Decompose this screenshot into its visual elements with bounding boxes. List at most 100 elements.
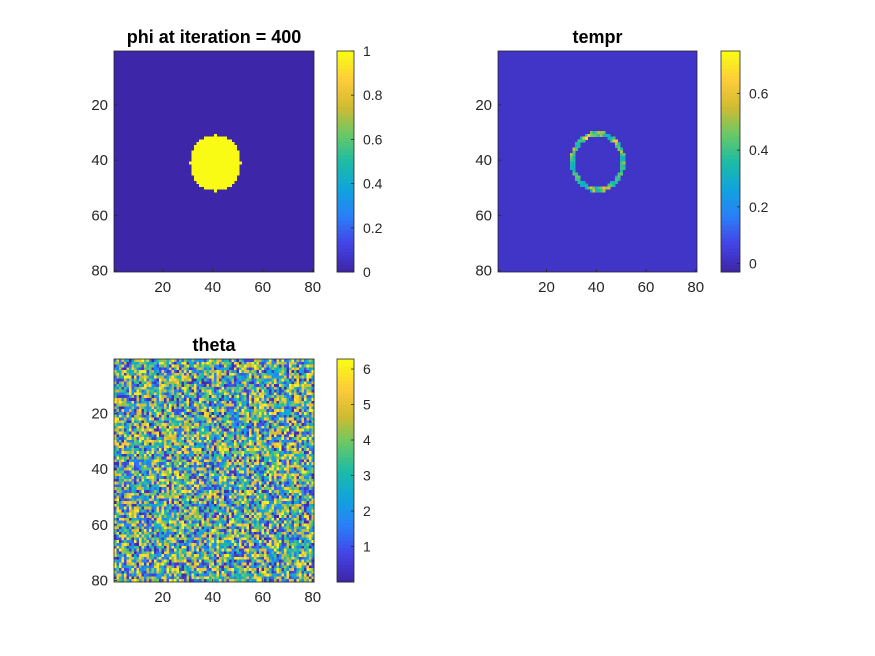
heatmap-cell [136,364,140,368]
heatmap-cell [261,361,265,365]
heatmap-cell [219,467,222,471]
heatmap-cell [144,439,147,444]
heatmap-cell [244,375,247,379]
heatmap-cell [114,367,117,371]
heatmap-cell [244,428,247,432]
heatmap-cell [191,378,195,382]
heatmap-cell [299,386,302,391]
heatmap-cell [186,509,190,513]
heatmap-cell [204,175,207,179]
heatmap-cell [136,400,140,404]
heatmap-cell [269,372,272,377]
heatmap-cell [231,495,235,499]
heatmap-cell [234,398,237,402]
heatmap-cell [116,492,120,496]
heatmap-cell [164,403,167,407]
heatmap-cell [149,456,152,460]
heatmap-cell [246,411,250,416]
heatmap-cell [226,492,230,496]
heatmap-cell [211,139,215,143]
heatmap-cell [221,484,225,488]
heatmap-cell [164,361,167,365]
heatmap-cell [249,395,252,399]
heatmap-cell [186,456,190,460]
heatmap-cell [189,478,192,483]
heatmap-cell [149,470,152,474]
heatmap-cell [261,359,265,363]
heatmap-cell [296,428,300,432]
heatmap-cell [274,456,277,460]
heatmap-cell [121,411,125,416]
heatmap-cell [146,439,150,444]
heatmap-cell [221,372,225,377]
heatmap-cell [236,453,240,457]
heatmap-cell [119,464,122,469]
heatmap-cell [221,434,225,438]
heatmap-cell [299,506,302,510]
heatmap-cell [271,437,275,441]
heatmap-cell [226,164,230,168]
heatmap-cell [577,139,581,143]
heatmap-cell [286,406,290,410]
heatmap-cell [186,378,190,382]
heatmap-cell [216,147,220,151]
heatmap-cell [126,464,130,469]
heatmap-cell [266,423,270,427]
heatmap-cell [179,481,182,485]
colorbar-segment [721,106,740,111]
heatmap-cell [249,375,252,379]
heatmap-cell [299,478,302,483]
heatmap-cell [284,384,287,388]
heatmap-cell [304,467,307,471]
heatmap-cell [602,186,606,190]
heatmap-cell [261,409,265,413]
heatmap-cell [266,501,270,505]
heatmap-cell [219,367,222,371]
heatmap-cell [174,456,177,460]
heatmap-cell [209,147,212,151]
heatmap-cell [171,503,175,508]
heatmap-cell [209,364,212,368]
heatmap-cell [161,492,165,496]
heatmap-cell [139,395,142,399]
heatmap-cell [229,400,232,404]
heatmap-cell [306,364,310,368]
heatmap-cell [151,467,155,471]
heatmap-cell [151,411,155,416]
heatmap-cell [306,437,310,441]
heatmap-cell [286,381,290,385]
heatmap-cell [284,481,287,485]
colorbar-segment [721,258,740,263]
heatmap-cell [151,431,155,435]
heatmap-cell [256,425,260,430]
heatmap-cell [154,495,157,499]
heatmap-cell [116,398,120,402]
heatmap-cell [114,364,117,368]
heatmap-cell [231,403,235,407]
heatmap-cell [214,501,217,505]
heatmap-cell [234,420,237,424]
heatmap-cell [311,395,315,399]
heatmap-cell [201,147,205,151]
heatmap-cell [219,164,222,168]
heatmap-cell [251,509,255,513]
heatmap-cell [221,492,225,496]
heatmap-cell [239,364,242,368]
heatmap-cell [269,392,272,396]
heatmap-cell [309,456,312,460]
heatmap-cell [266,503,270,508]
heatmap-cell [166,445,170,449]
heatmap-cell [291,417,295,421]
heatmap-cell [161,462,165,466]
heatmap-cell [249,467,252,471]
heatmap-cell [271,406,275,410]
heatmap-cell [266,400,270,404]
heatmap-cell [281,434,285,438]
heatmap-cell [306,420,310,424]
heatmap-cell [246,437,250,441]
heatmap-cell [231,503,235,508]
heatmap-cell [204,498,207,502]
heatmap-cell [129,409,132,413]
heatmap-cell [291,389,295,393]
heatmap-cell [269,398,272,402]
